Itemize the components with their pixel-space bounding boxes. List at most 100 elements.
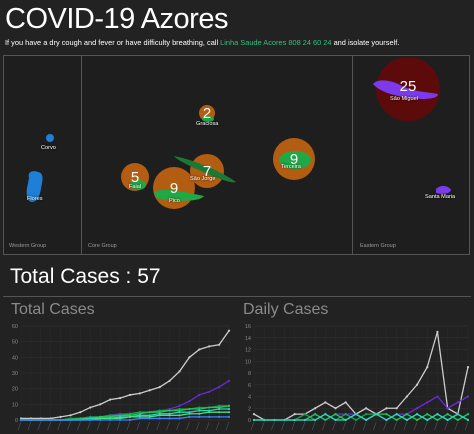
data-point[interactable]: [227, 329, 231, 332]
data-point[interactable]: [405, 413, 408, 416]
data-point[interactable]: [198, 406, 201, 409]
data-point[interactable]: [118, 396, 122, 400]
data-point[interactable]: [208, 409, 211, 412]
data-point[interactable]: [49, 417, 52, 420]
data-point[interactable]: [49, 418, 52, 422]
data-point[interactable]: [158, 411, 161, 414]
data-point[interactable]: [217, 407, 221, 411]
data-point[interactable]: [436, 413, 439, 416]
data-point[interactable]: [227, 411, 231, 414]
data-point[interactable]: [293, 413, 296, 416]
data-point[interactable]: [59, 415, 62, 418]
data-point[interactable]: [344, 401, 347, 404]
data-point[interactable]: [178, 417, 181, 420]
data-point[interactable]: [89, 417, 92, 420]
data-point[interactable]: [109, 398, 112, 401]
data-point[interactable]: [178, 411, 181, 414]
data-point[interactable]: [227, 404, 231, 407]
data-point[interactable]: [405, 395, 408, 398]
data-point[interactable]: [456, 413, 459, 416]
data-point[interactable]: [324, 413, 327, 416]
data-point[interactable]: [415, 418, 419, 422]
data-point[interactable]: [19, 418, 23, 422]
data-point[interactable]: [375, 413, 378, 416]
data-point[interactable]: [252, 418, 256, 422]
data-point[interactable]: [283, 418, 286, 422]
data-point[interactable]: [118, 417, 122, 420]
data-point[interactable]: [188, 411, 191, 414]
data-point[interactable]: [314, 418, 317, 422]
data-point[interactable]: [168, 407, 171, 411]
data-point[interactable]: [158, 409, 161, 412]
data-point[interactable]: [364, 407, 368, 410]
data-point[interactable]: [59, 418, 62, 422]
data-point[interactable]: [426, 413, 429, 416]
data-point[interactable]: [89, 415, 92, 418]
data-point[interactable]: [436, 418, 439, 422]
data-point[interactable]: [466, 366, 470, 369]
data-point[interactable]: [466, 418, 470, 422]
data-point[interactable]: [99, 417, 102, 420]
data-point[interactable]: [334, 413, 337, 416]
data-point[interactable]: [89, 406, 92, 409]
data-point[interactable]: [138, 414, 141, 417]
data-point[interactable]: [109, 414, 112, 417]
data-point[interactable]: [138, 412, 141, 415]
data-point[interactable]: [436, 330, 439, 333]
data-point[interactable]: [198, 409, 201, 412]
data-point[interactable]: [109, 415, 112, 418]
data-point[interactable]: [436, 395, 439, 398]
data-point[interactable]: [168, 379, 171, 382]
data-point[interactable]: [263, 418, 266, 422]
data-point[interactable]: [188, 407, 191, 411]
data-point[interactable]: [344, 418, 347, 422]
data-point[interactable]: [19, 417, 23, 420]
data-point[interactable]: [456, 418, 459, 422]
data-point[interactable]: [415, 383, 419, 386]
data-point[interactable]: [227, 415, 231, 418]
data-point[interactable]: [456, 401, 459, 404]
data-point[interactable]: [188, 356, 191, 359]
data-point[interactable]: [39, 418, 42, 422]
data-point[interactable]: [118, 415, 122, 418]
data-point[interactable]: [198, 415, 201, 418]
data-point[interactable]: [168, 417, 171, 420]
data-point[interactable]: [415, 413, 419, 416]
data-point[interactable]: [99, 418, 102, 422]
data-point[interactable]: [178, 407, 181, 411]
data-point[interactable]: [29, 417, 33, 420]
data-point[interactable]: [405, 418, 408, 422]
data-point[interactable]: [188, 400, 191, 403]
data-point[interactable]: [217, 411, 221, 414]
island-santa-maria[interactable]: [436, 186, 451, 194]
data-point[interactable]: [128, 412, 132, 415]
data-point[interactable]: [364, 418, 368, 422]
data-point[interactable]: [158, 417, 161, 420]
data-point[interactable]: [208, 345, 211, 348]
data-point[interactable]: [208, 390, 211, 393]
data-point[interactable]: [334, 418, 337, 422]
data-point[interactable]: [168, 412, 171, 415]
data-point[interactable]: [227, 379, 231, 382]
data-point[interactable]: [395, 407, 398, 410]
data-point[interactable]: [395, 418, 398, 422]
data-point[interactable]: [364, 413, 368, 416]
data-point[interactable]: [89, 418, 92, 422]
data-point[interactable]: [198, 407, 201, 411]
data-point[interactable]: [198, 412, 201, 415]
data-point[interactable]: [252, 413, 256, 416]
data-point[interactable]: [138, 392, 141, 395]
data-point[interactable]: [314, 407, 317, 410]
data-point[interactable]: [79, 411, 82, 414]
data-point[interactable]: [128, 393, 132, 397]
data-point[interactable]: [385, 413, 388, 416]
data-point[interactable]: [29, 418, 33, 422]
data-point[interactable]: [128, 418, 132, 422]
data-point[interactable]: [354, 413, 358, 416]
data-point[interactable]: [79, 417, 82, 420]
data-point[interactable]: [466, 413, 470, 416]
data-point[interactable]: [69, 418, 72, 422]
data-point[interactable]: [79, 418, 82, 422]
data-point[interactable]: [148, 411, 151, 414]
data-point[interactable]: [446, 413, 449, 416]
